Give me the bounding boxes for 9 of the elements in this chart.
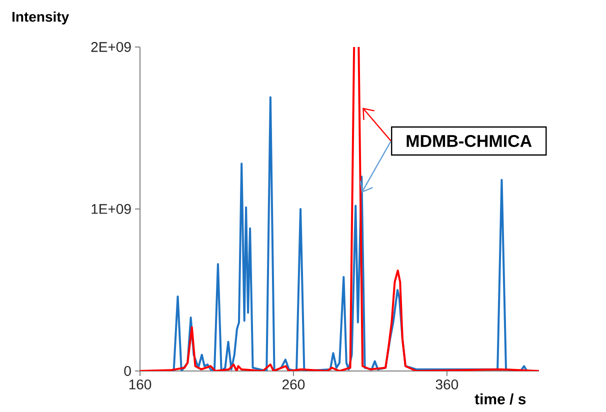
y-tick-label: 1E+09 xyxy=(92,204,131,214)
x-tick-label: 160 xyxy=(129,380,152,390)
annotation: MDMB-CHMICA xyxy=(406,134,532,148)
x-tick-label: 260 xyxy=(282,380,305,390)
y-tick-label: 2E+09 xyxy=(91,42,131,52)
y-axis-title: Intensity xyxy=(12,11,70,25)
x-axis-title: time / s xyxy=(474,393,526,405)
x-tick-label: 360 xyxy=(436,380,458,390)
y-tick-label: 0 xyxy=(124,366,131,376)
